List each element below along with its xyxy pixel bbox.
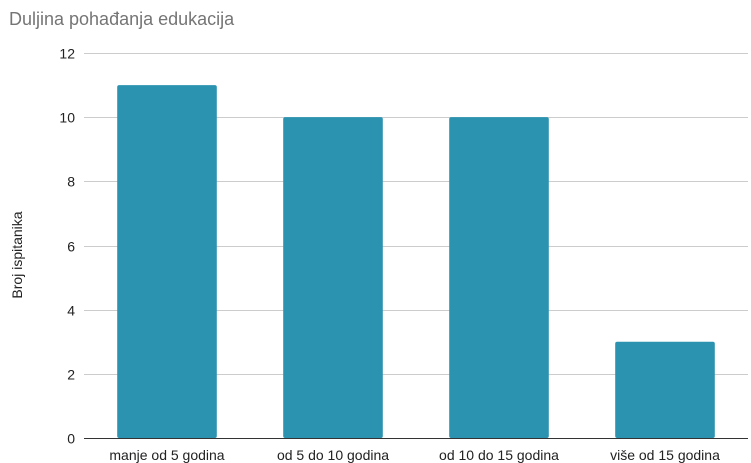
x-tick-label: više od 15 godina — [610, 447, 720, 463]
y-tick-label: 0 — [67, 431, 75, 447]
bar — [283, 117, 383, 439]
x-tick-label: od 10 do 15 godina — [439, 447, 559, 463]
x-tick-label: manje od 5 godina — [109, 447, 224, 463]
x-tick-label: od 5 do 10 godina — [277, 447, 389, 463]
y-axis-ticks: 0 2 4 6 8 10 12 — [59, 46, 75, 447]
y-tick-label: 2 — [67, 367, 75, 383]
chart-title: Duljina pohađanja edukacija — [9, 9, 235, 29]
y-tick-label: 4 — [67, 303, 75, 319]
bar — [449, 117, 549, 439]
bar — [117, 85, 217, 438]
y-tick-label: 8 — [67, 174, 75, 190]
y-axis-label: Broj ispitanika — [9, 211, 25, 298]
bar — [615, 341, 715, 438]
y-tick-label: 10 — [59, 110, 75, 126]
x-axis-ticks: manje od 5 godina od 5 do 10 godina od 10 … — [109, 447, 720, 463]
y-tick-label: 12 — [59, 46, 75, 62]
bars — [117, 85, 715, 439]
y-tick-label: 6 — [67, 239, 75, 255]
